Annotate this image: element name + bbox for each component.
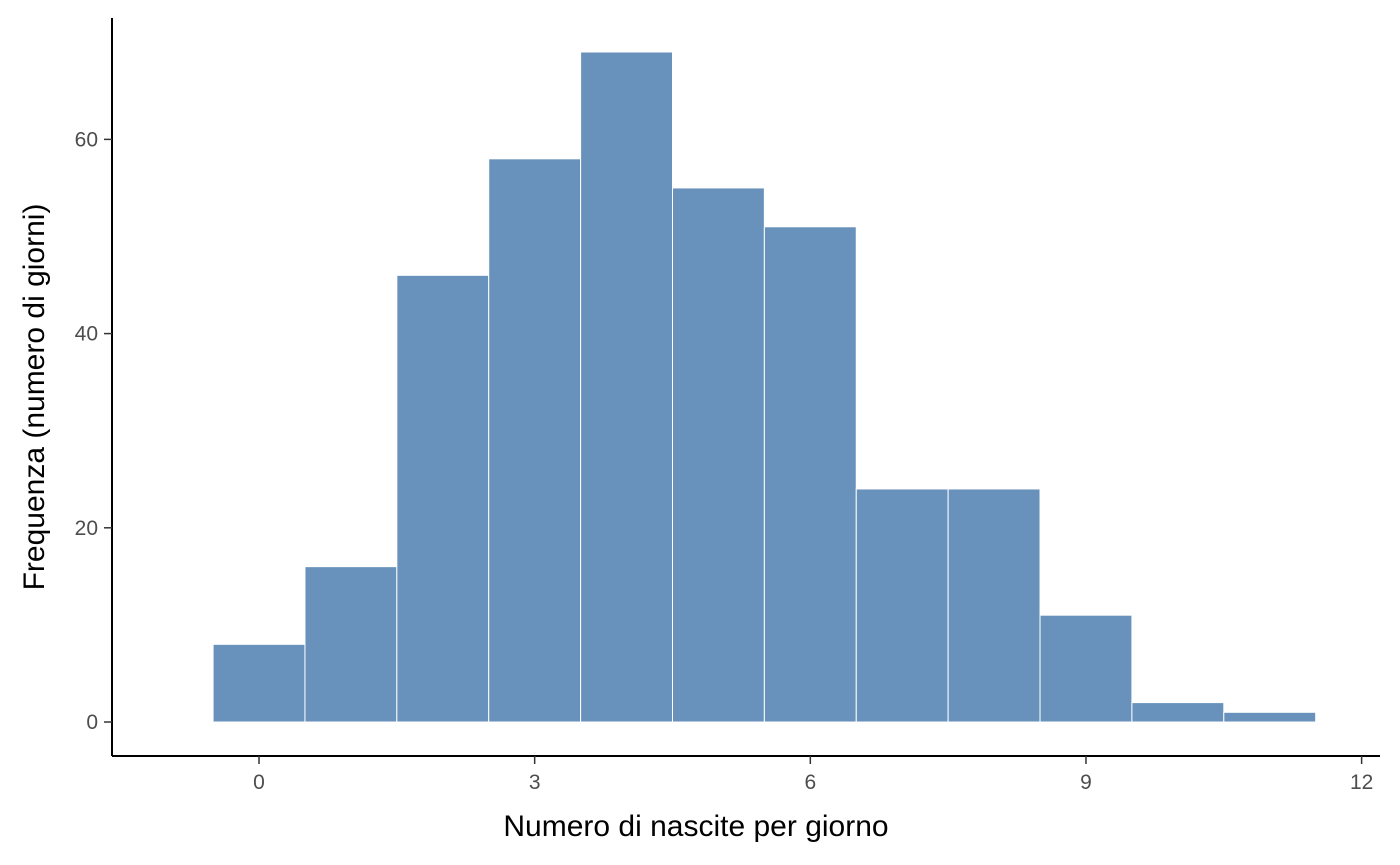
x-tick-label: 6 [804, 771, 816, 794]
histogram-bar [1039, 614, 1133, 723]
histogram-bar [947, 488, 1041, 723]
x-axis-title: Numero di nascite per giorno [503, 810, 888, 843]
histogram-bar [671, 187, 765, 723]
y-axis-title: Frequenza (numero di giorni) [18, 204, 51, 591]
histogram-bar [304, 566, 398, 723]
x-ticks-group: 0 3 6 9 12 [253, 756, 1373, 794]
histogram-bar [1131, 702, 1225, 723]
histogram-bar [488, 158, 582, 723]
bars-group [212, 51, 1317, 723]
histogram-bar [212, 643, 306, 723]
y-tick-label: 60 [75, 128, 98, 151]
x-tick-label: 9 [1080, 771, 1092, 794]
histogram-bar [763, 226, 857, 723]
x-tick-label: 3 [529, 771, 541, 794]
histogram-bar [580, 51, 673, 723]
histogram-bar [1223, 711, 1317, 723]
y-tick-label: 0 [86, 711, 98, 734]
y-tick-label: 40 [75, 323, 98, 346]
y-ticks-group: 0 20 40 60 [75, 128, 112, 734]
x-tick-label: 12 [1350, 771, 1373, 794]
y-tick-label: 20 [75, 517, 98, 540]
histogram-bar [396, 274, 490, 723]
axes-group [111, 18, 1380, 757]
histogram-bar [855, 488, 949, 723]
x-tick-label: 0 [253, 771, 265, 794]
